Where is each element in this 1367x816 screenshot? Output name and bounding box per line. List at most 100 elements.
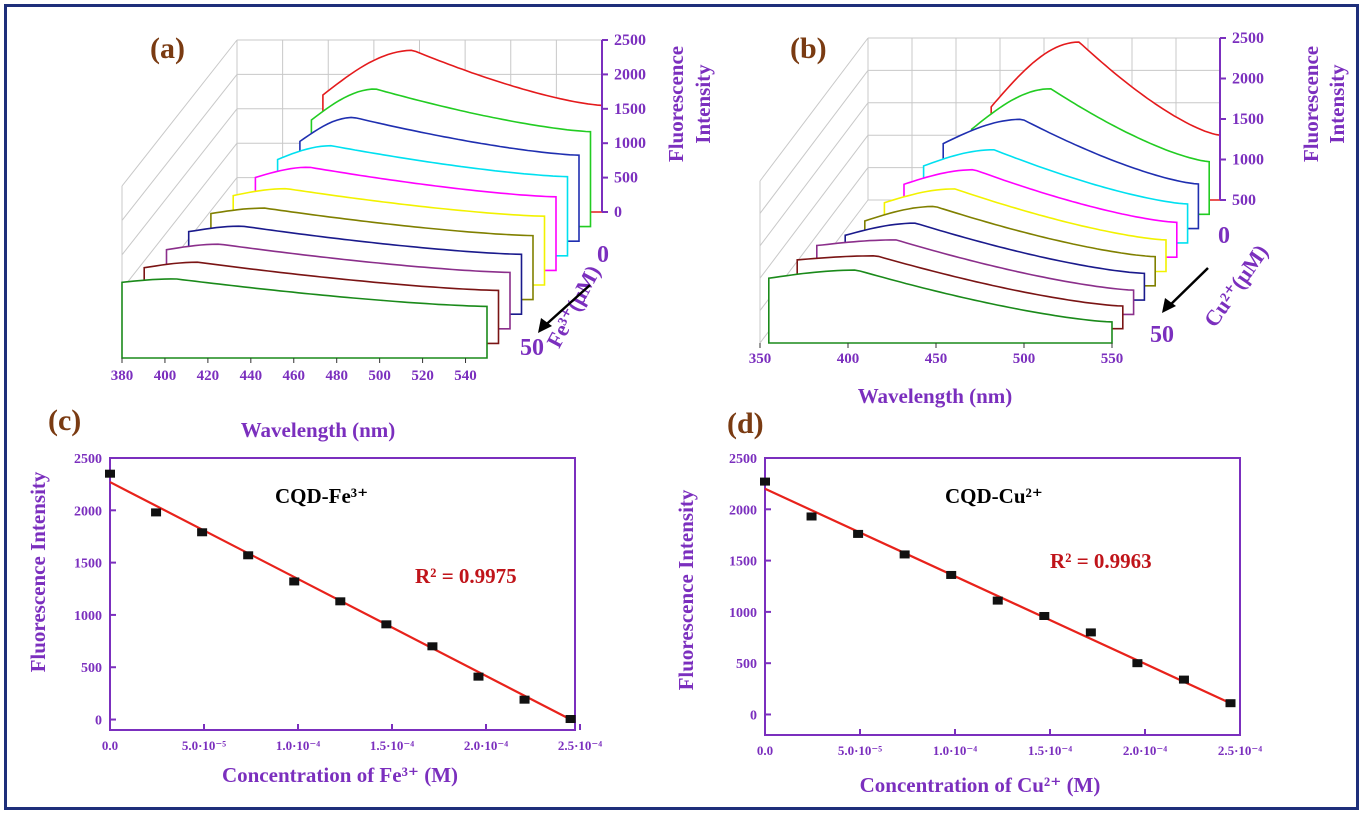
panel-c-plot-frame — [109, 457, 576, 731]
panel-a-depth-tick-0: 0 — [597, 242, 609, 268]
x-tick-label: 1.5·10⁻⁴ — [1028, 743, 1072, 758]
data-point — [760, 477, 770, 486]
data-point — [1085, 628, 1096, 637]
y-tick-label: 2000 — [74, 504, 102, 519]
data-point — [1178, 675, 1189, 684]
z-tick-label: 500 — [1232, 192, 1256, 209]
z-tick-label: 500 — [614, 170, 638, 187]
panel-d: 0 500 1000 1500 2000 2500 0.0 5.0·10⁻⁵ 1.0·10⁻⁴ 1… — [674, 407, 1262, 797]
y-tick-label: 2000 — [729, 503, 757, 518]
panel-d-x-axis-label: Concentration of Cu²⁺ (M) — [860, 773, 1101, 797]
side-grid-line — [759, 134, 869, 279]
panel-d-axes: 0 500 1000 1500 2000 2500 0.0 5.0·10⁻⁵ 1.0·10⁻⁴ 1… — [729, 452, 1262, 758]
side-grid-line — [759, 70, 869, 214]
y-tick-label: 2500 — [729, 452, 757, 467]
panel-b-depth-axis-label: Cu²⁺(μM) — [1199, 240, 1274, 332]
x-tick-label: 0.0 — [102, 738, 118, 753]
x-tick-label: 2.0·10⁻⁴ — [464, 738, 508, 753]
panel-b-x-axis-label: Wavelength (nm) — [858, 384, 1013, 408]
spectrum-curve — [121, 278, 488, 359]
panel-d-label: (d) — [727, 407, 764, 440]
x-tick-label: 1.0·10⁻⁴ — [276, 738, 320, 753]
data-point — [151, 508, 162, 517]
z-tick-label: 1500 — [614, 101, 646, 118]
panel-c-points — [105, 469, 576, 724]
panel-a-depth-arrow — [539, 284, 591, 331]
data-point — [899, 550, 910, 559]
y-tick-label: 0 — [750, 708, 757, 723]
z-tick-label: 2500 — [1232, 30, 1264, 47]
y-tick-label: 2500 — [74, 452, 102, 467]
z-tick-label: 2000 — [1232, 71, 1264, 88]
z-tick-label: 2000 — [614, 66, 646, 83]
panel-b-depth-tick-50: 50 — [1150, 322, 1174, 348]
x-tick-label: 500 — [1013, 351, 1036, 367]
panel-c: 0 500 1000 1500 2000 2500 0.0 5.0·10⁻⁵ 1.0·10⁻⁴ 1… — [26, 404, 602, 787]
panel-b-z-axis-label-line2: Intensity — [1325, 64, 1349, 144]
spectrum-curve — [768, 269, 1113, 344]
x-tick-label: 400 — [154, 368, 177, 384]
data-point — [806, 512, 817, 521]
panel-c-y-axis-label: Fluorescence Intensity — [26, 471, 50, 672]
x-tick-label: 1.0·10⁻⁴ — [933, 743, 977, 758]
panel-a-depth-arrow-head — [538, 318, 552, 333]
data-point — [946, 570, 957, 579]
side-grid-line — [759, 102, 869, 247]
panel-a: 380 400 420 440 460 480 500 520 5400500100015002… — [111, 32, 715, 442]
x-tick-label: 380 — [111, 368, 134, 384]
x-tick-label: 550 — [1101, 351, 1124, 367]
panel-c-label: (c) — [48, 404, 81, 437]
data-point — [289, 577, 300, 586]
x-tick-label: 450 — [925, 351, 948, 367]
z-tick-label: 1000 — [614, 135, 646, 152]
panel-a-x-axis-label: Wavelength (nm) — [241, 418, 396, 442]
data-point — [335, 597, 346, 606]
x-tick-label: 2.5·10⁻⁴ — [1218, 743, 1262, 758]
x-tick-label: 440 — [240, 368, 263, 384]
z-tick-label: 1000 — [1232, 152, 1264, 169]
y-tick-label: 500 — [81, 661, 102, 676]
x-tick-label: 1.5·10⁻⁴ — [370, 738, 414, 753]
x-tick-label: 460 — [283, 368, 306, 384]
panel-a-ticks: 380 400 420 440 460 480 500 520 5400500100015002… — [111, 32, 646, 384]
panel-d-annotation: CQD-Cu²⁺ — [945, 484, 1043, 508]
panel-b-depth-arrow — [1164, 267, 1209, 311]
side-grid-line — [121, 108, 238, 256]
panel-b-depth-arrow-head — [1162, 298, 1176, 313]
data-point — [1132, 659, 1143, 668]
x-tick-label: 2.5·10⁻⁴ — [558, 738, 602, 753]
data-point — [1039, 611, 1050, 620]
panel-c-annotation: CQD-Fe³⁺ — [275, 484, 368, 508]
x-tick-label: 420 — [197, 368, 220, 384]
y-tick-label: 1000 — [729, 606, 757, 621]
panel-d-fit-line — [764, 487, 1231, 705]
panel-d-y-axis-label: Fluorescence Intensity — [674, 489, 698, 690]
panel-d-points — [760, 477, 1236, 708]
z-tick-label: 2500 — [614, 32, 646, 49]
side-grid-line — [121, 39, 238, 187]
data-point — [105, 469, 115, 478]
panel-a-depth-tick-50: 50 — [520, 335, 544, 361]
panel-a-z-axis-label-line1: Fluorescence — [664, 46, 688, 162]
panel-b-z-axis-label-line1: Fluorescence — [1299, 46, 1323, 162]
z-tick-label: 1500 — [1232, 111, 1264, 128]
y-tick-label: 500 — [736, 657, 757, 672]
data-point — [519, 695, 530, 704]
panel-a-z-axis-label-line2: Intensity — [691, 64, 715, 144]
data-point — [427, 642, 438, 651]
data-point — [1225, 699, 1236, 708]
panel-c-axes: 0 500 1000 1500 2000 2500 0.0 5.0·10⁻⁵ 1.0·10⁻⁴ 1… — [74, 452, 602, 753]
panel-c-x-axis-label: Concentration of Fe³⁺ (M) — [222, 763, 458, 787]
panel-b-depth-tick-0: 0 — [1218, 223, 1230, 249]
panel-d-plot-frame — [764, 457, 1241, 736]
z-tick-label: 0 — [614, 204, 622, 221]
x-tick-label: 400 — [837, 351, 860, 367]
side-grid-line — [759, 37, 869, 182]
panel-a-label: (a) — [150, 32, 185, 65]
data-point — [243, 551, 254, 560]
linear-fit-line — [764, 487, 1231, 705]
data-point — [197, 528, 208, 537]
data-point — [565, 715, 576, 724]
